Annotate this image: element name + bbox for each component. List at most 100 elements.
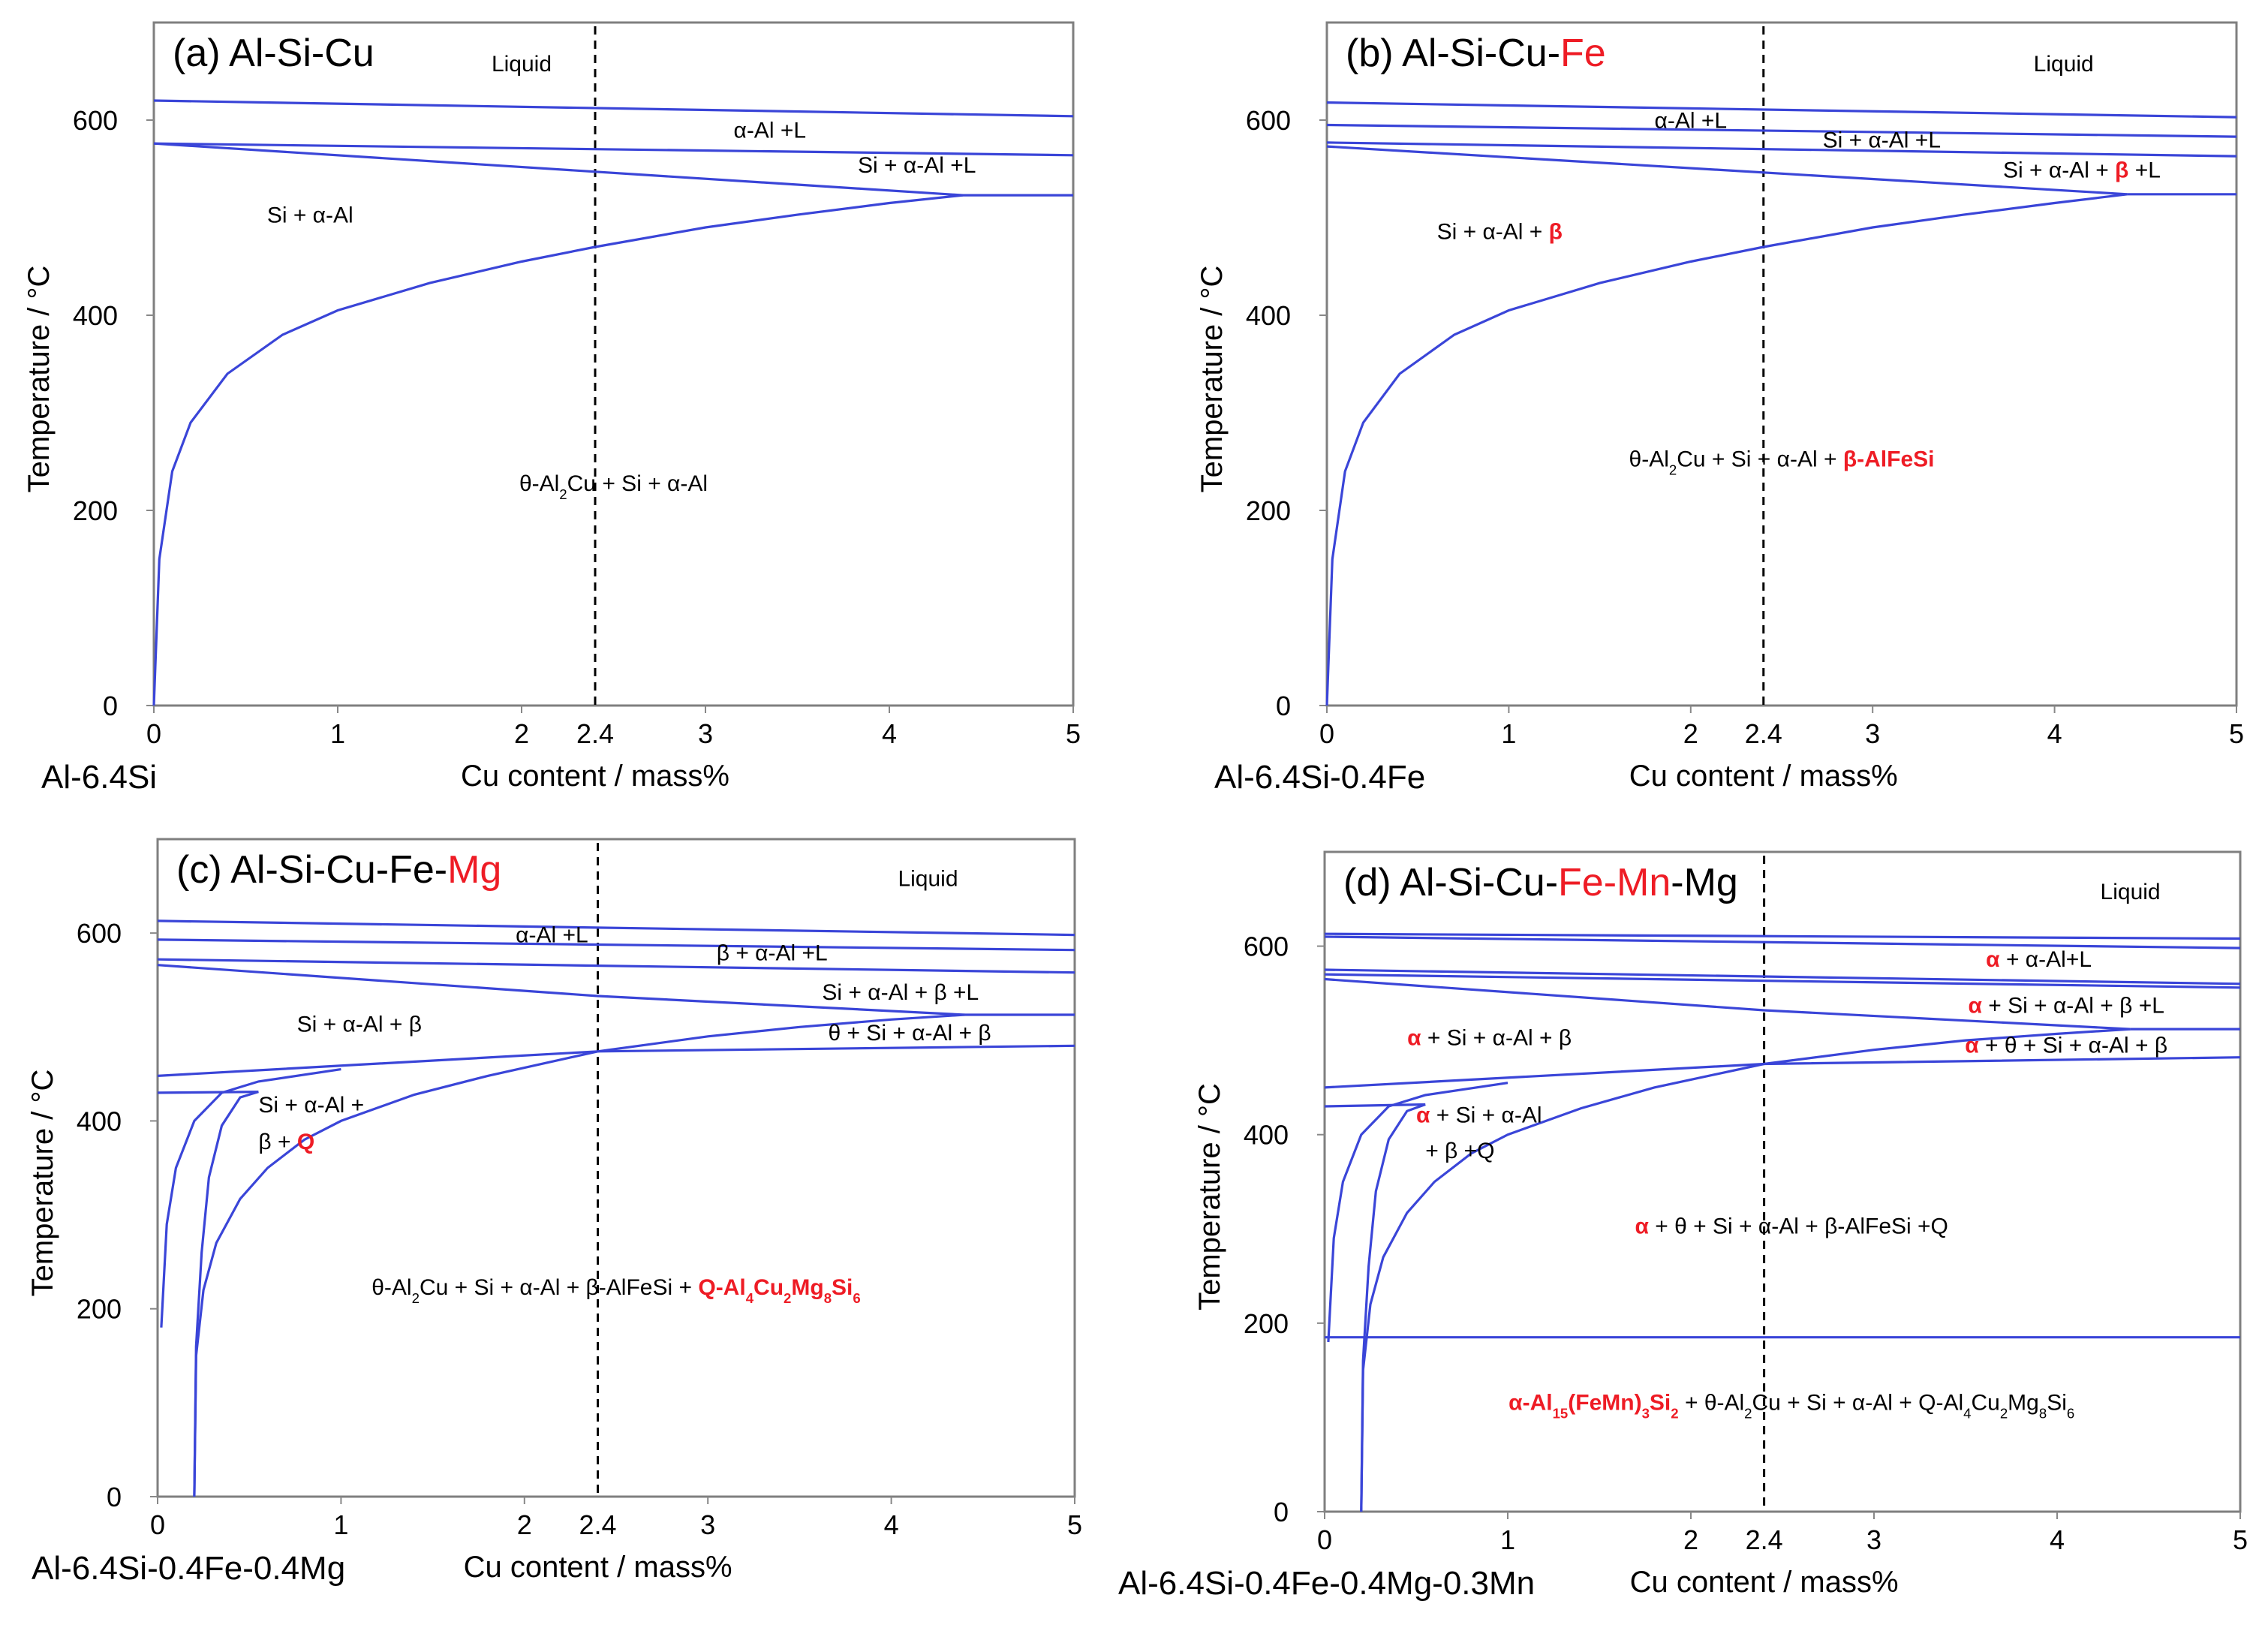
x-tick-label: 2 [1683, 718, 1698, 749]
label-part: Q [297, 1130, 314, 1154]
phase-boundary-q-line [1324, 1103, 1426, 1108]
phase-region-label: Si + α-Al + β +L [822, 980, 979, 1005]
y-tick-label: 0 [103, 691, 118, 721]
x-tick-label: 2 [514, 718, 529, 749]
phase-region-label: Si + α-Al [267, 203, 353, 228]
label-part: + Si + α-Al [1430, 1103, 1542, 1127]
label-part: 6 [853, 1289, 860, 1305]
label-part: Si + α-Al + β +L [822, 980, 979, 1005]
y-tick-label: 600 [77, 918, 122, 949]
phase-boundary-eutectic-valley [1324, 977, 2131, 1031]
y-tick-label: 200 [73, 495, 118, 526]
x-axis-label: Cu content / mass% [464, 1551, 732, 1584]
y-tick-label: 0 [1274, 1497, 1289, 1527]
x-tick-label: 5 [1067, 1509, 1082, 1540]
phase-boundary-binary-eutectic [1326, 141, 2237, 158]
label-part: α [1416, 1103, 1430, 1127]
label-part: Mg [2008, 1390, 2039, 1415]
label-part: (a) Al-Si-Cu [173, 32, 374, 75]
x-tick-label: 3 [1865, 718, 1880, 749]
label-part: Liquid [2034, 52, 2094, 77]
x-tick-label: 4 [882, 718, 897, 749]
label-part: 4 [746, 1289, 754, 1305]
phase-region-label: Si + α-Al + β +L [2003, 158, 2161, 183]
x-tick-label: 2 [517, 1509, 532, 1540]
phase-region-label: α-Al +L [733, 118, 806, 143]
label-part: β + α-Al +L [717, 940, 828, 965]
label-part: + α-Al+L [2000, 947, 2092, 972]
label-part: Fe [1560, 32, 1606, 75]
label-part: α-Al [1508, 1390, 1552, 1415]
panel-title: (a) Al-Si-Cu [173, 32, 374, 75]
label-part: α [1635, 1214, 1650, 1239]
phase-region-label: θ + Si + α-Al + β [828, 1021, 991, 1046]
label-part: Si + α-Al + [1437, 220, 1549, 245]
phase-region-label: β + Q [258, 1130, 314, 1154]
label-part: Si + α-Al +L [858, 153, 976, 178]
label-part: Mg [791, 1275, 823, 1300]
phase-boundary-mg-solvus [160, 1068, 341, 1328]
label-part: + θ + Si + α-Al + β-AlFeSi +Q [1649, 1214, 1948, 1239]
y-tick-label: 400 [1246, 300, 1291, 331]
x-tick-label: 1 [1501, 718, 1516, 749]
label-part: (c) Al-Si-Cu-Fe- [176, 848, 447, 892]
phase-boundary-q-solvus [1360, 1103, 1426, 1512]
phase-region-label: α-Al +L [516, 923, 588, 948]
y-tick-label: 400 [1244, 1120, 1289, 1151]
label-part: β [1549, 220, 1563, 245]
x-tick-label: 5 [2233, 1524, 2248, 1555]
x-axis-label: Cu content / mass% [1629, 760, 1898, 793]
phase-boundary-mg-solvus [1327, 1082, 1508, 1343]
label-part: Si [2047, 1390, 2067, 1415]
y-axis-label: Temperature / °C [1193, 1083, 1226, 1310]
label-part: (b) Al-Si-Cu- [1346, 32, 1560, 75]
x-tick-label: 5 [2229, 718, 2244, 749]
x-tick-label: 2.4 [1745, 718, 1782, 749]
phase-boundary-fe-line [1326, 123, 2237, 138]
x-tick-label: 2.4 [576, 718, 614, 749]
y-axis-label: Temperature / °C [26, 1070, 59, 1297]
phase-region-label: Liquid [492, 52, 552, 77]
phase-boundary-solvus [193, 1013, 965, 1497]
phase-boundary-eutectic-valley [1326, 145, 2128, 196]
x-tick-label: 3 [698, 718, 713, 749]
phase-region-label: α-Al15(FeMn)3Si2 + θ-Al2Cu + Si + α-Al +… [1508, 1390, 2074, 1421]
label-part: + β +Q [1425, 1139, 1494, 1163]
phase-boundary-mg-line [157, 1044, 1075, 1077]
phase-region-label: α + Si + α-Al + β +L [1968, 994, 2164, 1019]
x-tick-label: 0 [150, 1509, 165, 1540]
y-tick-label: 200 [77, 1294, 122, 1325]
label-part: Si + α-Al [267, 203, 353, 228]
label-part: 2 [559, 486, 567, 502]
label-part: Fe-Mn [1558, 861, 1671, 904]
label-part: Liquid [898, 867, 958, 892]
alloy-composition-label: Al-6.4Si-0.4Fe-0.4Mg-0.3Mn [1118, 1565, 1535, 1602]
label-part: 2 [784, 1289, 791, 1305]
alloy-composition-label: Al-6.4Si-0.4Fe-0.4Mg [32, 1550, 345, 1587]
y-tick-label: 600 [1244, 931, 1289, 962]
label-part: 15 [1553, 1405, 1569, 1421]
y-tick-label: 200 [1246, 495, 1291, 526]
label-part: Si + α-Al + β [297, 1013, 422, 1037]
panel-title: (c) Al-Si-Cu-Fe-Mg [176, 848, 501, 892]
y-tick-label: 600 [1246, 105, 1291, 136]
phase-region-label: θ-Al2Cu + Si + α-Al + β-AlFeSi [1629, 447, 1935, 478]
phase-boundary-liquidus [157, 919, 1075, 937]
plot-frame [152, 21, 1075, 707]
alloy-composition-label: Al-6.4Si [41, 759, 157, 796]
phase-region-label: Liquid [2034, 52, 2094, 77]
phase-boundary-binary-eutectic [1324, 973, 2241, 989]
label-part: + Si + α-Al + β +L [1982, 994, 2164, 1019]
phase-region-label: α + Si + α-Al + β [1407, 1025, 1572, 1050]
label-part: β-AlFeSi [1843, 447, 1935, 472]
plot-frame [1323, 850, 2242, 1513]
phase-boundary-solvus [152, 194, 964, 706]
phase-region-label: α + θ + Si + α-Al + β [1965, 1033, 2167, 1058]
phase-region-label: α-Al +L [1655, 108, 1728, 133]
phase-boundary-eutectic-valley [157, 964, 965, 1016]
phase-region-label: Si + α-Al + β [1437, 220, 1563, 245]
label-part: Cu [1971, 1390, 1999, 1415]
y-tick-label: 0 [1276, 691, 1291, 721]
label-part: Q-Al [698, 1275, 745, 1300]
y-tick-label: 600 [73, 105, 118, 136]
